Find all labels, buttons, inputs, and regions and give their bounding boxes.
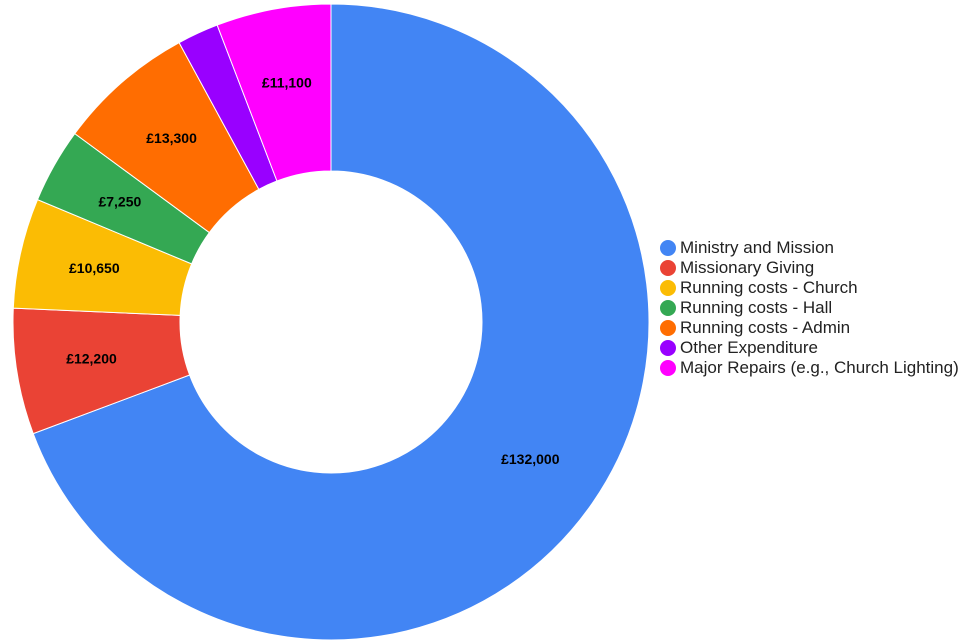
legend-label: Running costs - Hall xyxy=(680,298,833,317)
legend: Ministry and Mission Missionary Giving Run… xyxy=(660,238,972,378)
legend-swatch xyxy=(660,260,676,276)
legend-item: Major Repairs (e.g., Church Lighting) xyxy=(660,358,972,377)
slice-label: £7,250 xyxy=(98,193,141,209)
legend-label: Missionary Giving xyxy=(680,258,815,277)
legend-item: Running costs - Church xyxy=(660,278,972,297)
slice-label: £11,100 xyxy=(262,74,312,90)
legend-swatch xyxy=(660,320,676,336)
slice-label: £13,300 xyxy=(146,130,197,146)
slice xyxy=(216,3,332,182)
legend-item: Ministry and Mission xyxy=(660,238,972,257)
legend-swatch xyxy=(660,240,676,256)
slice-label: £132,000 xyxy=(501,451,560,467)
legend-item: Missionary Giving xyxy=(660,258,972,277)
slice-label: £10,650 xyxy=(69,260,120,276)
legend-item: Running costs - Hall xyxy=(660,298,972,317)
slice-label: £12,200 xyxy=(66,351,117,367)
legend-item: Running costs - Admin xyxy=(660,318,972,337)
legend-swatch xyxy=(660,360,676,376)
slice xyxy=(32,3,650,641)
legend-item: Other Expenditure xyxy=(660,338,972,357)
legend-label: Ministry and Mission xyxy=(680,238,834,257)
legend-label: Major Repairs (e.g., Church Lighting) xyxy=(680,358,959,377)
legend-label: Running costs - Admin xyxy=(680,318,851,337)
legend-label: Other Expenditure xyxy=(680,338,818,357)
legend-swatch xyxy=(660,280,676,296)
legend-label: Running costs - Church xyxy=(680,278,858,297)
legend-swatch xyxy=(660,300,676,316)
legend-swatch xyxy=(660,340,676,356)
